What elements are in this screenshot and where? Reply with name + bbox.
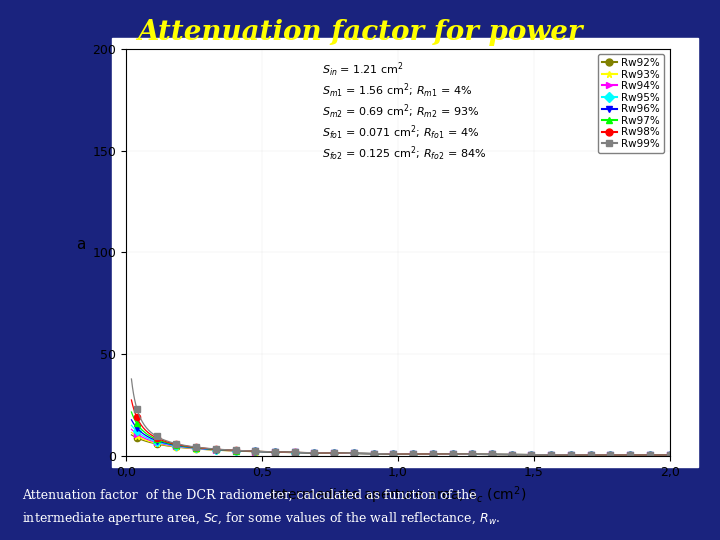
Text: $S_{in}$ = 1.21 cm$^2$
$S_{m1}$ = 1.56 cm$^2$; $R_{m1}$ = 4%
$S_{m2}$ = 0.69 cm$: $S_{in}$ = 1.21 cm$^2$ $S_{m1}$ = 1.56 c… <box>322 61 486 164</box>
X-axis label: Intermediate aperture area, S$_c$ (cm$^2$): Intermediate aperture area, S$_c$ (cm$^2… <box>269 484 526 506</box>
Text: Attenuation factor for power: Attenuation factor for power <box>138 19 582 46</box>
Text: Attenuation factor  of the DCR radiometer, calculated as function of the: Attenuation factor of the DCR radiometer… <box>22 489 476 502</box>
Y-axis label: a: a <box>76 238 86 252</box>
Text: intermediate aperture area, $Sc$, for some values of the wall reflectance, $R_w$: intermediate aperture area, $Sc$, for so… <box>22 510 500 527</box>
Legend: Rw92%, Rw93%, Rw94%, Rw95%, Rw96%, Rw97%, Rw98%, Rw99%: Rw92%, Rw93%, Rw94%, Rw95%, Rw96%, Rw97%… <box>598 54 665 153</box>
